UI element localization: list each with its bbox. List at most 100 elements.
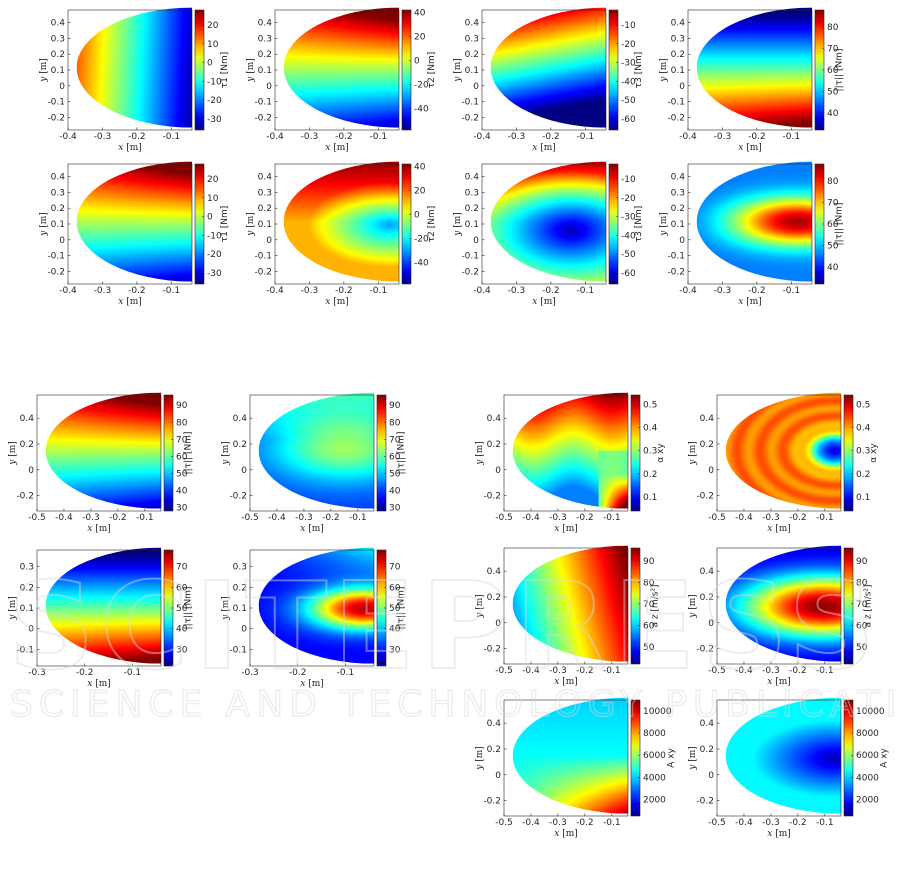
y-tick-label: 0.3 xyxy=(465,34,479,44)
y-tick-label: 0.4 xyxy=(700,414,715,424)
y-tick-label: -0.1 xyxy=(667,252,685,262)
colorbar-label: ||τ|| [Nm] xyxy=(835,203,845,246)
x-axis-label: x xyxy=(554,524,559,534)
colorbar-tick-label: -30 xyxy=(207,269,222,279)
x-tick-label: -0.1 xyxy=(163,286,181,296)
colorbar-tick-label: -40 xyxy=(621,77,636,87)
y-tick-label: 0.2 xyxy=(487,440,501,450)
y-tick-label: 0.3 xyxy=(671,34,685,44)
colorbar-tick-label: 30 xyxy=(176,645,188,655)
heatmap-svg-15: -0.5 -0.4 -0.3 -0.2 -0.1-0.200.20.4x [m]y [m… xyxy=(475,545,661,687)
colorbar xyxy=(630,547,641,665)
x-tick-label: -0.2 xyxy=(576,513,594,523)
colorbar-tick-label: 90 xyxy=(643,557,655,567)
x-tick-label: -0.5 xyxy=(708,513,726,523)
svg-text:y [m]: y [m] xyxy=(246,58,256,83)
y-tick-label: 0.4 xyxy=(465,19,480,29)
y-tick-label: 0.3 xyxy=(258,34,272,44)
colorbar-tick-label: 50 xyxy=(827,87,839,97)
x-axis-label: x xyxy=(738,143,743,153)
x-tick-label: -0.4 xyxy=(735,513,753,523)
colorbar-tick-label: 0.5 xyxy=(643,400,657,410)
y-tick-label: -0.1 xyxy=(254,252,272,262)
x-axis-unit: [m] xyxy=(95,679,111,689)
heatmap-panel-10: -0.5 -0.4 -0.3 -0.2 -0.1 -0.2 0 0.2 0.4 x [m] y [m… xyxy=(221,392,426,535)
colorbar-tick-label: 20 xyxy=(207,21,219,31)
heatmap-surface xyxy=(258,547,374,664)
x-tick-label: -0.2 xyxy=(335,286,353,296)
x-tick-label: -0.3 xyxy=(241,668,259,678)
colorbar-tick-label: -40 xyxy=(621,231,636,241)
heatmap-panel-1: -0.4 -0.3 -0.2 -0.1 -0.2 -0.1 0 0.1 0.2 0.3 0.4 x [… xyxy=(39,7,244,154)
y-axis-label: y xyxy=(39,230,49,237)
y-tick-label: 0.2 xyxy=(465,204,479,214)
colorbar-tick-label: 10 xyxy=(207,40,219,50)
x-axis-label: x xyxy=(118,297,123,307)
x-tick-label: -0.2 xyxy=(542,286,560,296)
colorbar xyxy=(194,163,205,285)
y-tick-label: 0.4 xyxy=(465,173,480,183)
heatmap-svg-13: -0.5 -0.4 -0.3 -0.2 -0.1-0.200.20.4x [m]y [m… xyxy=(475,392,666,534)
svg-text:y [m]: y [m] xyxy=(453,212,463,237)
x-tick-label: -0.3 xyxy=(301,286,319,296)
x-tick-label: -0.2 xyxy=(128,286,146,296)
colorbar-tick-label: 0 xyxy=(207,213,213,223)
svg-text:y [m]: y [m] xyxy=(475,746,485,771)
colorbar-tick-label: -20 xyxy=(207,96,222,106)
heatmap-svg-2: -0.4 -0.3 -0.2 -0.1 -0.2 -0.1 0 0.1 0.2 0.3 0.4 x [… xyxy=(246,7,437,153)
x-tick-label: -0.2 xyxy=(128,132,146,142)
y-axis-label: y xyxy=(659,76,669,83)
y-axis-label: y xyxy=(221,459,231,466)
y-axis-unit: [m] xyxy=(39,58,49,74)
y-tick-label: -0.2 xyxy=(696,645,714,655)
y-tick-label: 0 xyxy=(28,466,34,476)
y-tick-label: 0.1 xyxy=(233,604,247,614)
svg-text:x [m]: x [m] xyxy=(300,524,324,534)
svg-text:y [m]: y [m] xyxy=(8,441,18,466)
y-axis-unit: [m] xyxy=(688,594,698,610)
y-axis-unit: [m] xyxy=(8,441,18,457)
y-tick-label: 0.3 xyxy=(51,188,65,198)
svg-text:y [m]: y [m] xyxy=(688,746,698,771)
colorbar-label: α xy xyxy=(869,443,879,463)
x-tick-label: -0.3 xyxy=(549,666,567,676)
svg-text:x [m]: x [m] xyxy=(87,679,111,689)
heatmap-svg-17: -0.5 -0.4 -0.3 -0.2 -0.1-0.200.20.4x [m]y [m… xyxy=(475,697,677,839)
y-tick-label: 0.2 xyxy=(465,50,479,60)
svg-text:x [m]: x [m] xyxy=(532,297,556,307)
y-tick-label: 0.3 xyxy=(258,188,272,198)
x-tick-label: -0.4 xyxy=(55,513,73,523)
x-tick-label: -0.1 xyxy=(816,513,834,523)
colorbar-tick-label: 90 xyxy=(176,401,188,411)
colorbar-tick-label: 20 xyxy=(207,175,219,185)
x-axis-label: x xyxy=(87,524,92,534)
svg-text:x [m]: x [m] xyxy=(767,829,791,839)
x-tick-label: -0.2 xyxy=(289,668,307,678)
x-tick-label: -0.2 xyxy=(576,818,594,828)
y-tick-label: 0 xyxy=(679,236,685,246)
y-tick-label: 0 xyxy=(708,771,714,781)
x-axis-unit: [m] xyxy=(775,829,791,839)
colorbar-tick-label: 4000 xyxy=(856,773,879,783)
heatmap-panel-4: -0.4 -0.3 -0.2 -0.1 -0.2 -0.1 0 0.1 0.2 0.3 0.4 x [… xyxy=(659,7,864,154)
colorbar xyxy=(376,394,387,512)
colorbar-tick-label: 60 xyxy=(176,583,188,593)
colorbar-tick-label: 60 xyxy=(827,220,839,230)
y-tick-label: 0.4 xyxy=(258,19,273,29)
svg-text:y [m]: y [m] xyxy=(659,58,669,83)
y-axis-unit: [m] xyxy=(453,58,463,74)
x-tick-label: -0.4 xyxy=(473,286,491,296)
y-tick-label: 0.2 xyxy=(671,50,685,60)
colorbar-tick-label: -10 xyxy=(207,77,222,87)
heatmap-surface xyxy=(512,697,628,814)
x-tick-label: -0.4 xyxy=(679,286,697,296)
y-axis-unit: [m] xyxy=(475,441,485,457)
colorbar-tick-label: -10 xyxy=(207,231,222,241)
x-axis-unit: [m] xyxy=(562,829,578,839)
y-tick-label: 0 xyxy=(708,619,714,629)
y-tick-label: 0.2 xyxy=(487,745,501,755)
colorbar-tick-label: 0.1 xyxy=(856,493,870,503)
x-tick-label: -0.4 xyxy=(522,666,540,676)
colorbar-tick-label: 70 xyxy=(827,45,839,55)
svg-text:y [m]: y [m] xyxy=(688,594,698,619)
